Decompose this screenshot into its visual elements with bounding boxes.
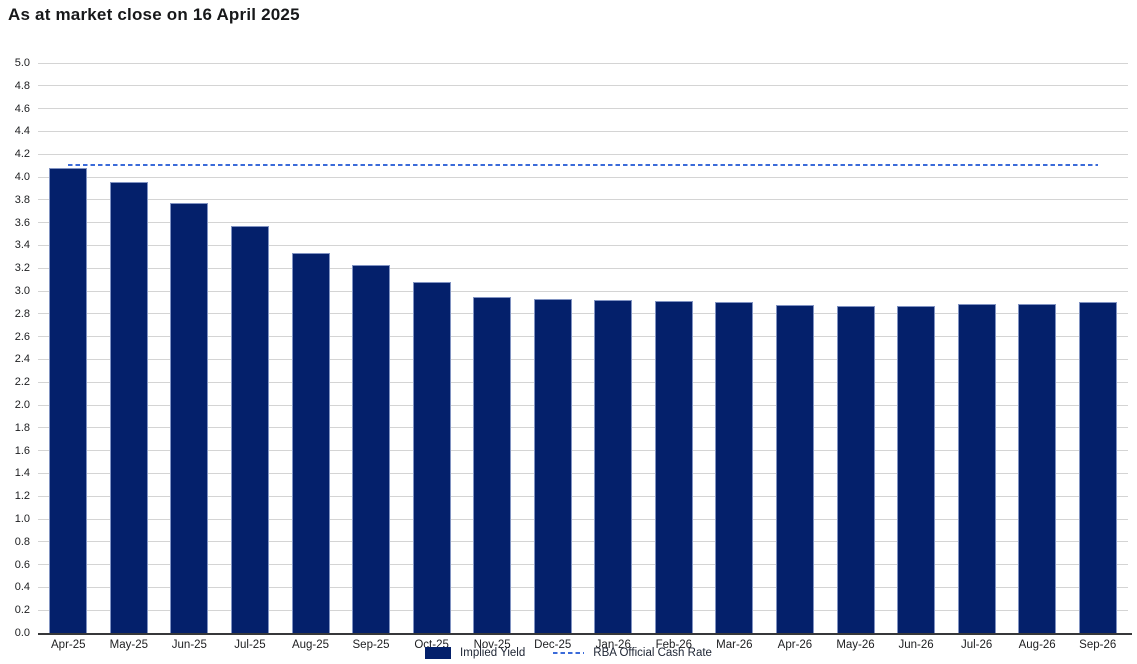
y-tick-label: 1.4 (14, 467, 30, 480)
y-tick-label: 3.8 (14, 193, 30, 206)
gridline (38, 108, 1128, 110)
x-tick-label: Feb-26 (655, 639, 693, 651)
bar-aug-26 (1018, 303, 1057, 633)
bar-nov-25 (473, 296, 512, 633)
gridline (38, 609, 1128, 611)
bar-may-25 (109, 181, 148, 633)
x-tick-label: Jul-26 (960, 639, 993, 651)
gridline (38, 472, 1128, 474)
y-tick-label: 2.4 (14, 353, 30, 366)
y-tick-label: 4.2 (14, 148, 30, 161)
y-tick-label: 2.2 (14, 376, 30, 389)
rba-cash-rate-line (68, 164, 1098, 167)
y-tick-label: 4.4 (14, 125, 30, 138)
bar-may-26 (836, 305, 875, 633)
bar-jul-26 (957, 303, 996, 633)
gridline (38, 62, 1128, 64)
x-tick-label: Jun-25 (171, 639, 207, 651)
y-tick-label: 1.8 (14, 421, 30, 434)
bar-jul-25 (230, 226, 269, 633)
chart-title: As at market close on 16 April 2025 (8, 5, 300, 24)
gridline (38, 450, 1128, 452)
x-tick-label: Sep-25 (352, 639, 390, 651)
y-tick-label: 4.8 (14, 79, 30, 92)
y-tick-label: 2.6 (14, 330, 30, 343)
x-tick-label: Jul-25 (234, 639, 266, 651)
x-tick-label: Mar-26 (716, 639, 753, 651)
bar-sep-26 (1078, 302, 1117, 633)
gridline (38, 381, 1128, 383)
y-tick-label: 1.6 (14, 444, 30, 457)
x-tick-label: Aug-26 (1018, 639, 1056, 651)
y-tick-label: 5.0 (14, 57, 30, 69)
gridline (38, 176, 1128, 178)
y-tick-label: 3.0 (14, 285, 30, 297)
implied-yield-swatch (425, 647, 452, 659)
gridline (38, 290, 1128, 292)
gridline (38, 244, 1128, 246)
x-tick-label: May-25 (109, 639, 148, 651)
gridline (38, 336, 1128, 338)
y-tick-label: 4.0 (14, 171, 30, 183)
legend-label-cash-rate: RBA Official Cash Rate (593, 647, 712, 659)
x-tick-label: Apr-26 (777, 639, 813, 651)
gridline (38, 541, 1128, 543)
bar-feb-26 (654, 301, 693, 633)
bar-aug-25 (291, 253, 330, 633)
x-axis-line (38, 633, 1132, 635)
y-tick-label: 2.8 (14, 307, 30, 320)
gridline (38, 564, 1128, 566)
bar-mar-26 (715, 302, 754, 633)
y-tick-label: 0.4 (14, 581, 30, 594)
y-tick-label: 0.0 (14, 627, 30, 639)
x-tick-label: Nov-25 (473, 639, 511, 651)
x-tick-label: Sep-26 (1079, 639, 1117, 651)
y-tick-label: 3.4 (14, 239, 30, 252)
y-tick-label: 1.0 (14, 513, 30, 525)
x-tick-label: Jun-26 (898, 639, 934, 651)
gridline (38, 199, 1128, 201)
gridline (38, 267, 1128, 269)
gridline (38, 153, 1128, 155)
bar-apr-25 (49, 167, 88, 633)
y-tick-label: 0.8 (14, 535, 30, 548)
x-tick-label: Apr-25 (51, 639, 86, 651)
y-tick-label: 2.0 (14, 399, 30, 411)
y-tick-label: 0.2 (14, 604, 30, 617)
bar-jan-26 (594, 300, 633, 633)
gridline (38, 85, 1128, 87)
bar-jun-25 (170, 203, 209, 633)
y-tick-label: 3.2 (14, 262, 30, 275)
gridline (38, 586, 1128, 588)
gridline (38, 313, 1128, 315)
y-tick-label: 3.6 (14, 216, 30, 229)
gridline (38, 130, 1128, 132)
x-tick-label: May-26 (836, 639, 875, 651)
x-tick-label: Dec-25 (534, 639, 572, 651)
gridline (38, 358, 1128, 360)
gridline (38, 222, 1128, 224)
gridline (38, 495, 1128, 497)
bar-jun-26 (897, 305, 936, 633)
bar-apr-26 (775, 304, 814, 633)
bar-sep-25 (352, 264, 391, 633)
y-tick-label: 4.6 (14, 102, 30, 115)
gridline (38, 404, 1128, 406)
x-tick-label: Jan-26 (595, 639, 631, 651)
x-tick-label: Aug-25 (291, 639, 330, 651)
bar-dec-25 (533, 298, 572, 633)
legend-label-implied-yield: Implied Yield (460, 647, 526, 659)
gridline (38, 518, 1128, 520)
y-tick-label: 0.6 (14, 558, 30, 571)
legend: Implied Yield RBA Official Cash Rate (0, 647, 1137, 659)
gridline (38, 427, 1128, 429)
cash-rate-line-swatch (553, 652, 585, 654)
y-tick-label: 1.2 (14, 490, 30, 503)
bar-oct-25 (412, 281, 451, 633)
